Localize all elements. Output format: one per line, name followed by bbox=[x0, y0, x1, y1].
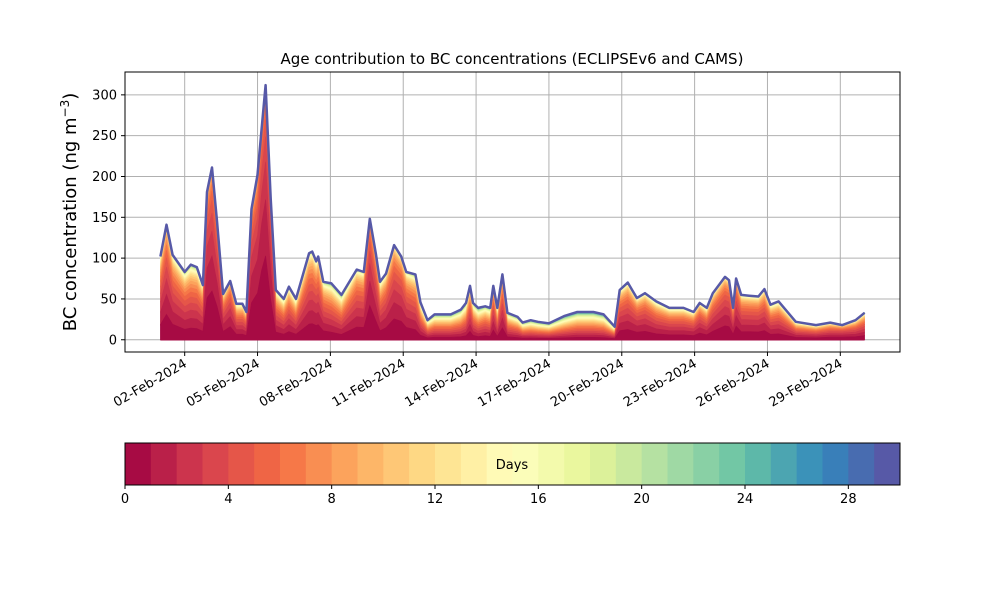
colorbar-tick-label: 24 bbox=[737, 492, 754, 507]
y-tick-label: 250 bbox=[92, 129, 117, 144]
x-tick-label: 02-Feb-2024 bbox=[111, 356, 190, 410]
y-axis: 0 50 100 150 200 250 300 bbox=[92, 88, 125, 348]
colorbar-segment bbox=[719, 443, 746, 485]
colorbar-segment bbox=[745, 443, 772, 485]
colorbar-segment bbox=[357, 443, 384, 485]
total-line bbox=[159, 83, 866, 328]
y-label-text: BC concentration (ng m bbox=[60, 117, 81, 331]
y-tick-label: 0 bbox=[109, 333, 117, 348]
chart-title: Age contribution to BC concentrations (E… bbox=[281, 50, 744, 68]
colorbar-segment bbox=[176, 443, 203, 485]
y-label-close: ) bbox=[60, 93, 81, 100]
plot-frame bbox=[124, 71, 901, 353]
colorbar-frame bbox=[124, 442, 901, 486]
colorbar-label: Days bbox=[496, 458, 529, 473]
x-tick-label: 17-Feb-2024 bbox=[475, 356, 554, 410]
y-tick-label: 150 bbox=[92, 211, 117, 226]
y-tick-label: 200 bbox=[92, 170, 117, 185]
y-axis-label: BC concentration (ng m−3) bbox=[58, 93, 81, 332]
colorbar-segment bbox=[667, 443, 694, 485]
colorbar-segment bbox=[848, 443, 875, 485]
colorbar-segment bbox=[460, 443, 488, 485]
colorbar-segment bbox=[305, 443, 333, 485]
colorbar-ticks: 0 4 8 12 16 20 24 28 bbox=[121, 485, 857, 507]
x-tick-label: 14-Feb-2024 bbox=[403, 356, 482, 410]
colorbar-segment bbox=[693, 443, 720, 485]
colorbar-tick-label: 16 bbox=[530, 492, 547, 507]
x-tick-label: 11-Feb-2024 bbox=[330, 356, 409, 410]
colorbar-segment bbox=[331, 443, 358, 485]
colorbar-segment bbox=[125, 443, 152, 485]
y-tick-label: 50 bbox=[100, 292, 117, 307]
colorbar-segment bbox=[150, 443, 178, 485]
colorbar-tick-label: 20 bbox=[633, 492, 650, 507]
x-tick-label: 05-Feb-2024 bbox=[184, 356, 263, 410]
colorbar-tick-label: 0 bbox=[121, 492, 129, 507]
colorbar-segment bbox=[822, 443, 849, 485]
colorbar-segment bbox=[512, 443, 539, 485]
colorbar-segment bbox=[538, 443, 565, 485]
colorbar-tick-label: 12 bbox=[427, 492, 444, 507]
x-tick-label: 20-Feb-2024 bbox=[548, 356, 627, 410]
colorbar-segment bbox=[202, 443, 229, 485]
x-tick-label: 26-Feb-2024 bbox=[694, 356, 773, 410]
x-axis: 02-Feb-202405-Feb-202408-Feb-202411-Feb-… bbox=[111, 352, 845, 410]
colorbar-tick-label: 28 bbox=[840, 492, 857, 507]
colorbar-segment bbox=[770, 443, 798, 485]
colorbar-tick-label: 4 bbox=[224, 492, 232, 507]
colorbar-segment bbox=[796, 443, 823, 485]
colorbar-segment bbox=[228, 443, 255, 485]
colorbar-segment bbox=[254, 443, 281, 485]
colorbar-segment bbox=[641, 443, 668, 485]
x-tick-label: 29-Feb-2024 bbox=[767, 356, 846, 410]
colorbar-segment bbox=[486, 443, 513, 485]
y-tick-label: 100 bbox=[92, 252, 117, 267]
age-bands bbox=[159, 83, 866, 341]
x-tick-label: 23-Feb-2024 bbox=[621, 356, 700, 410]
colorbar-segment bbox=[280, 443, 307, 485]
colorbar-segment bbox=[383, 443, 410, 485]
colorbar-segment bbox=[590, 443, 617, 485]
colorbar-tick-label: 8 bbox=[328, 492, 336, 507]
y-label-superscript: −3 bbox=[58, 100, 72, 118]
x-tick-label: 08-Feb-2024 bbox=[257, 356, 336, 410]
y-tick-label: 300 bbox=[92, 88, 117, 103]
colorbar-segment bbox=[435, 443, 462, 485]
colorbar-segment bbox=[564, 443, 591, 485]
colorbar bbox=[125, 443, 901, 485]
colorbar-segment bbox=[874, 443, 901, 485]
colorbar-segment bbox=[615, 443, 643, 485]
colorbar-segment bbox=[409, 443, 436, 485]
